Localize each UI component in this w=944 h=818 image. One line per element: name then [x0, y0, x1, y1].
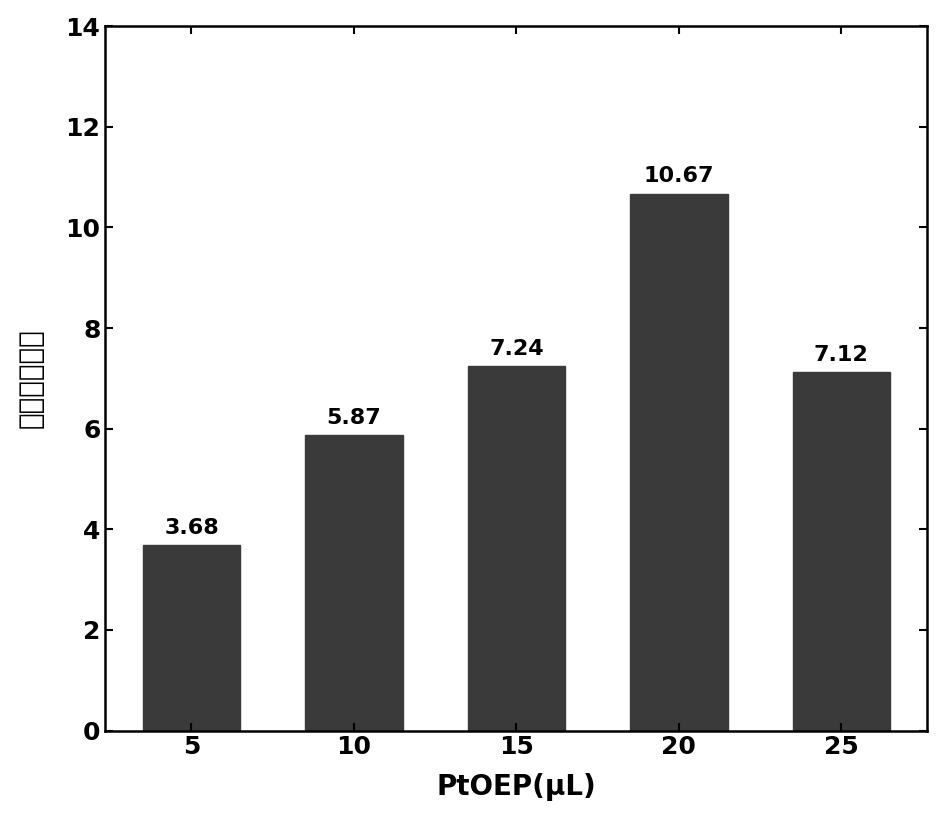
Bar: [793, 372, 890, 730]
X-axis label: PtOEP(μL): PtOEP(μL): [436, 773, 597, 802]
Text: 7.12: 7.12: [814, 345, 868, 365]
Text: 7.24: 7.24: [489, 339, 544, 359]
Bar: [305, 435, 403, 730]
Text: 10.67: 10.67: [644, 166, 714, 187]
Text: 3.68: 3.68: [164, 518, 219, 538]
Bar: [467, 366, 565, 730]
Text: 5.87: 5.87: [327, 407, 381, 428]
Y-axis label: 荧光增强因子: 荧光增强因子: [17, 329, 44, 429]
Bar: [143, 546, 240, 730]
Bar: [630, 194, 728, 730]
